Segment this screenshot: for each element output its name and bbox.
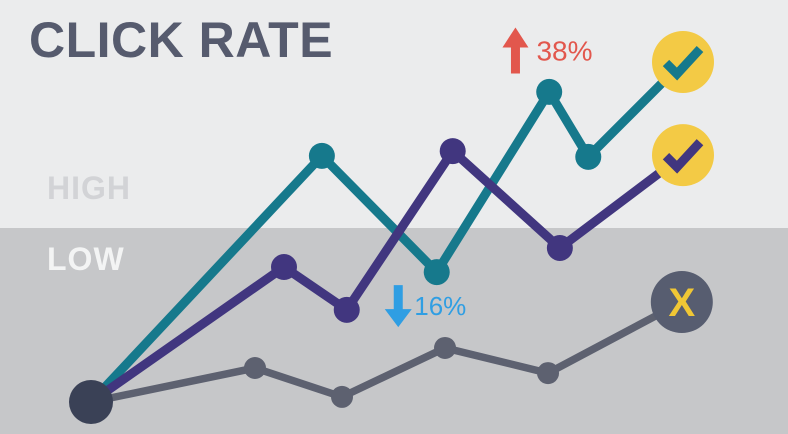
data-point-declining-gray-line bbox=[434, 336, 457, 359]
data-point-runner-up-purple-line bbox=[546, 234, 573, 261]
annotation-label-down: 16% bbox=[414, 291, 466, 321]
data-point-winner-teal-line bbox=[536, 78, 563, 105]
up-arrow-icon bbox=[502, 27, 529, 74]
data-point-runner-up-purple-line bbox=[270, 254, 297, 281]
annotation-label-up: 38% bbox=[536, 35, 592, 66]
low-zone-label: LOW bbox=[47, 241, 125, 277]
check-icon bbox=[662, 45, 704, 81]
series-line-runner-up-purple-line bbox=[88, 144, 686, 406]
data-point-winner-teal-line bbox=[308, 142, 335, 169]
check-icon bbox=[662, 139, 704, 174]
page-title: CLICK RATE bbox=[29, 12, 334, 68]
data-point-declining-gray-line bbox=[331, 385, 354, 408]
high-zone-background bbox=[0, 0, 788, 228]
data-point-runner-up-purple-line bbox=[439, 138, 466, 165]
data-point-winner-teal-line bbox=[423, 259, 450, 286]
series-line-declining-gray-line bbox=[90, 298, 684, 406]
data-point-winner-teal-line bbox=[575, 143, 602, 170]
start-point bbox=[69, 380, 113, 424]
down-arrow-icon bbox=[384, 285, 412, 328]
high-zone-label: HIGH bbox=[47, 170, 131, 206]
end-badge-declining-gray-line bbox=[650, 271, 713, 334]
data-point-runner-up-purple-line bbox=[333, 296, 360, 323]
x-icon: X bbox=[668, 281, 695, 325]
low-zone-background bbox=[0, 228, 788, 434]
data-point-declining-gray-line bbox=[243, 357, 266, 379]
data-point-declining-gray-line bbox=[537, 362, 560, 385]
